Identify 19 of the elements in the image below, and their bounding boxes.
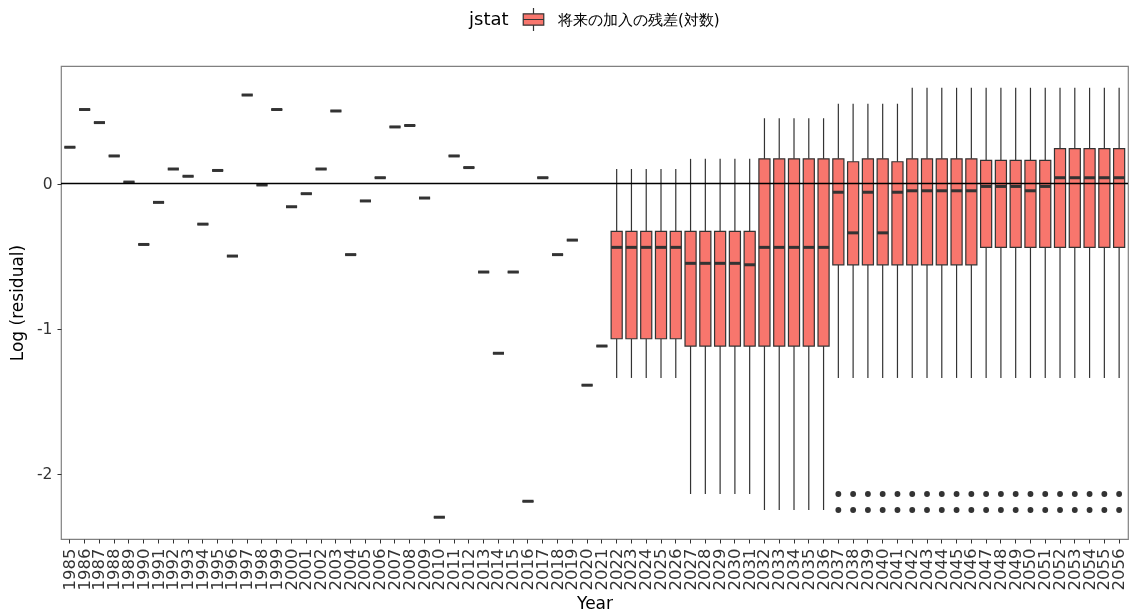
x-tick-label: 2012: [458, 548, 478, 591]
x-tick-label: 2048: [990, 548, 1010, 591]
y-tick-label: 0: [42, 175, 53, 194]
y-axis-title: Log (residual): [7, 244, 28, 362]
x-tick-label: 2035: [798, 548, 818, 591]
x-tick-label: 2056: [1109, 548, 1129, 591]
x-tick-label: 2030: [724, 548, 744, 591]
x-tick-label: 2053: [1064, 548, 1084, 591]
x-tick-label: 2044: [931, 548, 951, 591]
x-tick-label: 2003: [325, 548, 345, 591]
legend-title: jstat: [468, 8, 509, 29]
x-axis-title: Year: [576, 593, 613, 614]
x-tick-label: 1985: [59, 548, 79, 591]
legend-label: 将来の加入の残差(対数): [557, 10, 720, 29]
x-tick-label: 2039: [857, 548, 877, 591]
x-tick-label: 1994: [192, 548, 212, 591]
y-tick-label: -1: [37, 320, 53, 339]
y-tick-label: -2: [37, 465, 53, 484]
x-tick-label: 2021: [591, 548, 611, 591]
